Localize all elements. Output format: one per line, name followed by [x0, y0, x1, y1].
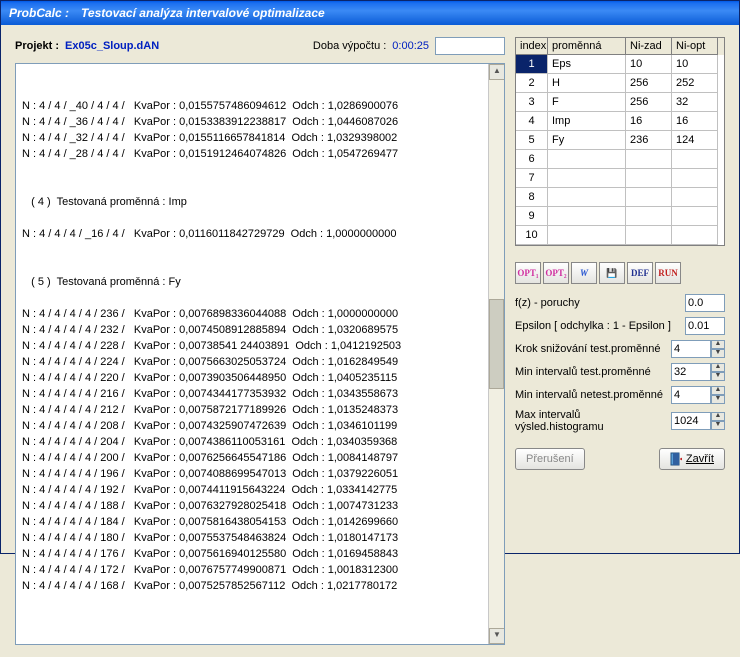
epsilon-input[interactable]: [685, 317, 725, 335]
col-index: index: [516, 38, 548, 55]
time-input[interactable]: [435, 37, 505, 55]
spin-up-icon[interactable]: ▲: [711, 412, 725, 421]
parameters-form: f(z) - poruchy Epsilon [ odchylka : 1 - …: [515, 294, 725, 438]
app-name: ProbCalc :: [9, 6, 69, 20]
table-row[interactable]: 3F25632: [516, 93, 724, 112]
krok-label: Krok snižování test.proměnné: [515, 343, 671, 355]
table-row[interactable]: 9: [516, 207, 724, 226]
opt2-button[interactable]: OPT₂: [543, 262, 569, 284]
log-text: N : 4 / 4 / _40 / 4 / 4 / KvaPor : 0,015…: [22, 98, 498, 594]
toolbar: OPT₁ OPT₂ W 💾 DEF RUN: [515, 262, 725, 284]
minnet-input[interactable]: [671, 386, 711, 404]
spin-up-icon[interactable]: ▲: [711, 386, 725, 395]
content: Projekt : Ex05c_Sloup.dAN Doba výpočtu :…: [1, 25, 739, 657]
table-row[interactable]: 8: [516, 188, 724, 207]
spin-down-icon[interactable]: ▼: [711, 372, 725, 381]
col-niopt: Ni-opt: [672, 38, 718, 55]
mintest-label: Min intervalů test.proměnné: [515, 366, 671, 378]
spin-down-icon[interactable]: ▼: [711, 421, 725, 430]
table-row[interactable]: 10: [516, 226, 724, 245]
window-title: Testovací analýza intervalové optimaliza…: [81, 6, 325, 20]
spin-down-icon[interactable]: ▼: [711, 349, 725, 358]
save-button[interactable]: 💾: [599, 262, 625, 284]
mintest-input[interactable]: [671, 363, 711, 381]
col-variable: proměnná: [548, 38, 626, 55]
scroll-thumb[interactable]: [489, 299, 504, 389]
table-row[interactable]: 2H256252: [516, 74, 724, 93]
col-nizad: Ni-zad: [626, 38, 672, 55]
table-row[interactable]: 6: [516, 150, 724, 169]
variable-table[interactable]: index proměnná Ni-zad Ni-opt 1Eps10102H2…: [515, 37, 725, 246]
table-row[interactable]: 1Eps1010: [516, 55, 724, 74]
titlebar: ProbCalc : Testovací analýza intervalové…: [1, 1, 739, 25]
def-button[interactable]: DEF: [627, 262, 653, 284]
spin-up-icon[interactable]: ▲: [711, 363, 725, 372]
interrupt-button[interactable]: Přerušení: [515, 448, 585, 470]
maxhist-input[interactable]: [671, 412, 711, 430]
project-row: Projekt : Ex05c_Sloup.dAN Doba výpočtu :…: [15, 37, 505, 55]
time-label: Doba výpočtu :: [313, 40, 386, 52]
project-name: Ex05c_Sloup.dAN: [65, 40, 159, 52]
log-output[interactable]: N : 4 / 4 / _40 / 4 / 4 / KvaPor : 0,015…: [15, 63, 505, 645]
scroll-up-icon[interactable]: ▲: [489, 64, 505, 80]
scrollbar[interactable]: ▲ ▼: [488, 64, 504, 644]
button-row: Přerušení Zavřít: [515, 448, 725, 470]
app-window: ProbCalc : Testovací analýza intervalové…: [0, 0, 740, 554]
door-icon: [670, 452, 682, 466]
close-label: Zavřít: [686, 453, 714, 465]
time-value: 0:00:25: [392, 40, 429, 52]
opt1-button[interactable]: OPT₁: [515, 262, 541, 284]
fz-input[interactable]: [685, 294, 725, 312]
w-button[interactable]: W: [571, 262, 597, 284]
table-row[interactable]: 5Fy236124: [516, 131, 724, 150]
maxhist-label: Max intervalů výsled.histogramu: [515, 409, 671, 433]
table-row[interactable]: 7: [516, 169, 724, 188]
spin-down-icon[interactable]: ▼: [711, 395, 725, 404]
table-header: index proměnná Ni-zad Ni-opt: [516, 38, 724, 55]
close-button[interactable]: Zavřít: [659, 448, 725, 470]
table-row[interactable]: 4Imp1616: [516, 112, 724, 131]
scroll-down-icon[interactable]: ▼: [489, 628, 505, 644]
project-label: Projekt :: [15, 40, 59, 52]
run-button[interactable]: RUN: [655, 262, 681, 284]
krok-input[interactable]: [671, 340, 711, 358]
fz-label: f(z) - poruchy: [515, 297, 685, 309]
minnet-label: Min intervalů netest.proměnné: [515, 389, 671, 401]
epsilon-label: Epsilon [ odchylka : 1 - Epsilon ]: [515, 320, 685, 332]
spin-up-icon[interactable]: ▲: [711, 340, 725, 349]
